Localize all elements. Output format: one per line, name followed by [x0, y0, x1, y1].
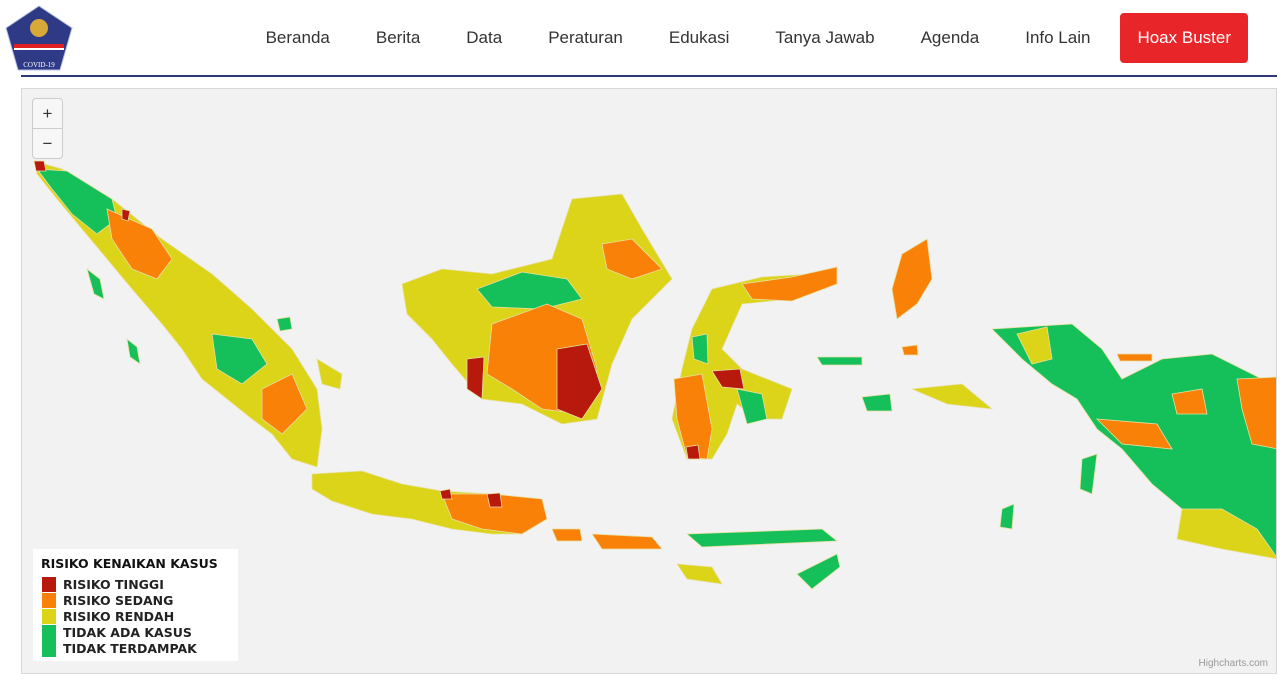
- nav-info-lain[interactable]: Info Lain: [1025, 28, 1091, 47]
- legend-item-tinggi[interactable]: RISIKO TINGGI: [63, 577, 164, 592]
- highcharts-credit[interactable]: Highcharts.com: [1198, 658, 1268, 669]
- map-legend: RISIKO KENAIKAN KASUS RISIKO TINGGI RISI…: [33, 549, 238, 661]
- nav-beranda[interactable]: Beranda: [265, 28, 330, 47]
- region-kei[interactable]: [999, 503, 1015, 530]
- zoom-out-button[interactable]: −: [33, 128, 62, 158]
- region-kepri[interactable]: [276, 316, 293, 332]
- zoom-in-button[interactable]: +: [42, 104, 53, 123]
- region-nias[interactable]: [86, 267, 105, 300]
- region-merauke[interactable]: [1176, 508, 1277, 560]
- region-lhokseumawe[interactable]: [121, 208, 131, 222]
- region-riau[interactable]: [211, 333, 268, 385]
- nav-berita[interactable]: Berita: [375, 28, 421, 47]
- region-sulsel[interactable]: [673, 373, 713, 460]
- region-teluk-bintuni[interactable]: [1095, 418, 1173, 450]
- hoax-buster-button[interactable]: Hoax Buster: [1120, 13, 1248, 63]
- region-sumba[interactable]: [676, 563, 723, 585]
- region-sula[interactable]: [816, 356, 863, 366]
- region-kaltara[interactable]: [601, 238, 663, 280]
- bnpb-covid19-logo[interactable]: COVID-19: [4, 4, 74, 72]
- region-mentawai[interactable]: [126, 338, 141, 365]
- legend-swatch-rendah: [42, 609, 56, 624]
- region-biak[interactable]: [1116, 353, 1153, 362]
- region-seram[interactable]: [911, 383, 994, 410]
- region-timor[interactable]: [796, 553, 841, 590]
- region-ntt[interactable]: [685, 528, 839, 548]
- region-kalsel[interactable]: [556, 343, 603, 420]
- region-tanimbar[interactable]: [1079, 453, 1098, 495]
- region-aceh-high[interactable]: [33, 160, 47, 172]
- nav-agenda[interactable]: Agenda: [920, 28, 980, 47]
- nav-data[interactable]: Data: [466, 28, 503, 47]
- region-surabaya[interactable]: [486, 492, 503, 508]
- indonesia-map[interactable]: [22, 89, 1277, 674]
- region-sulut[interactable]: [741, 266, 838, 302]
- region-jayapura[interactable]: [1236, 376, 1277, 450]
- legend-swatch-tidak: [42, 625, 56, 657]
- nav-tanya-jawab[interactable]: Tanya Jawab: [775, 28, 875, 47]
- nav-peraturan[interactable]: Peraturan: [548, 28, 623, 47]
- region-jambi[interactable]: [261, 373, 308, 435]
- risk-map[interactable]: + − RISIKO KENAIKAN KASUS RISIKO TINGGI …: [21, 88, 1277, 674]
- legend-item-tidak-terdampak[interactable]: TIDAK TERDAMPAK: [63, 641, 197, 656]
- header: COVID-19 Beranda Berita Data Peraturan E…: [0, 0, 1280, 76]
- region-sultra[interactable]: [736, 388, 768, 425]
- legend-swatch-sedang: [42, 593, 56, 608]
- region-gorontalo[interactable]: [691, 333, 709, 365]
- region-ntb[interactable]: [591, 533, 663, 550]
- region-bali[interactable]: [551, 528, 583, 542]
- region-malut[interactable]: [891, 238, 933, 320]
- region-bangka[interactable]: [316, 358, 343, 390]
- region-ambon[interactable]: [901, 344, 919, 356]
- legend-item-rendah[interactable]: RISIKO RENDAH: [63, 609, 175, 624]
- region-kalbar-north[interactable]: [476, 271, 583, 310]
- logo-text: COVID-19: [23, 61, 55, 69]
- legend-item-tidak-ada-kasus[interactable]: TIDAK ADA KASUS: [63, 625, 192, 640]
- nav-edukasi[interactable]: Edukasi: [668, 28, 730, 47]
- region-kotawaringin[interactable]: [466, 356, 485, 400]
- region-sumut[interactable]: [106, 208, 173, 280]
- region-mimika[interactable]: [1171, 388, 1208, 415]
- legend-swatch-tinggi: [42, 577, 56, 592]
- legend-title: RISIKO KENAIKAN KASUS: [41, 556, 218, 571]
- main-nav: Beranda Berita Data Peraturan Edukasi Ta…: [243, 13, 1248, 63]
- region-aceh[interactable]: [36, 168, 118, 235]
- zoom-controls: + −: [32, 98, 63, 159]
- region-sulteng-red[interactable]: [711, 368, 745, 390]
- legend-item-sedang[interactable]: RISIKO SEDANG: [63, 593, 174, 608]
- region-buru[interactable]: [861, 393, 893, 412]
- region-semarang[interactable]: [439, 488, 453, 500]
- header-divider: [21, 75, 1277, 77]
- region-makassar[interactable]: [685, 444, 701, 460]
- region-papua-barat[interactable]: [1016, 326, 1053, 365]
- region-sumatra[interactable]: [33, 160, 323, 468]
